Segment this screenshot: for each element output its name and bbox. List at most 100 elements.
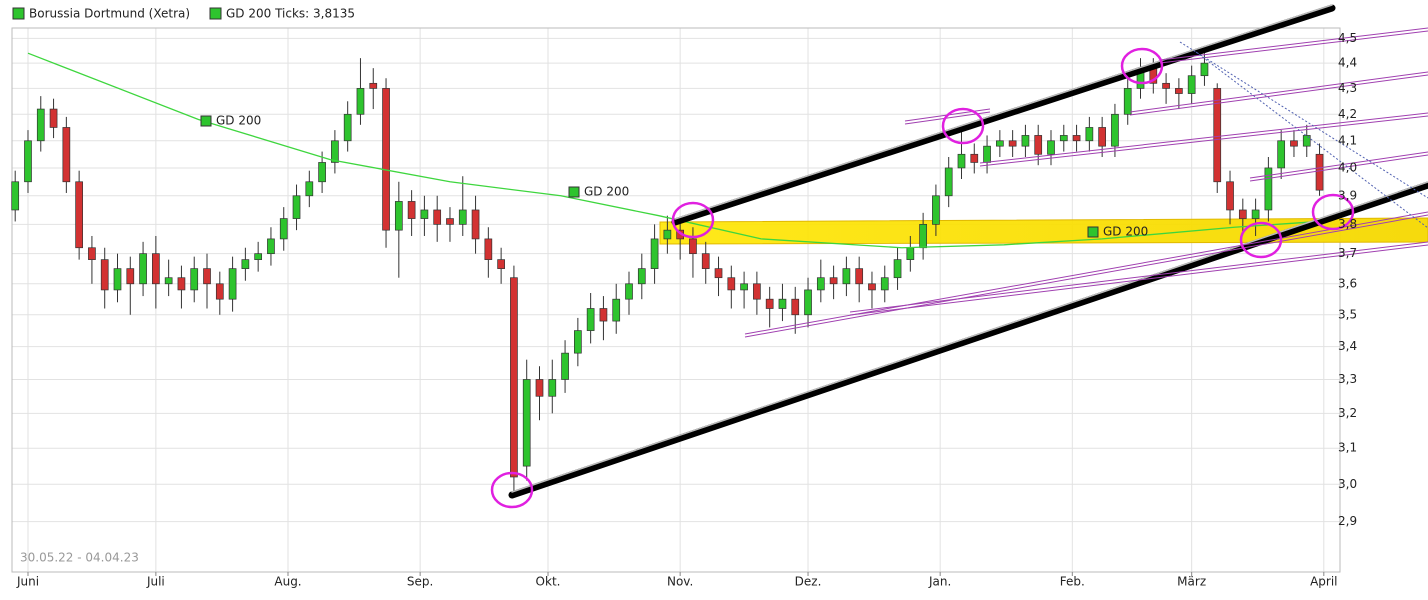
candle-body	[177, 277, 186, 291]
y-tick-label: 3,7	[1338, 246, 1357, 260]
candle-body	[957, 153, 966, 169]
candle-body	[880, 277, 889, 291]
candle-body	[919, 223, 927, 249]
candle-body	[842, 268, 851, 285]
candle-body	[318, 162, 326, 183]
candle-body	[292, 195, 301, 219]
y-tick-label: 3,4	[1338, 339, 1357, 353]
candle-body	[190, 268, 199, 291]
candle-body	[458, 209, 467, 225]
candle-body	[983, 145, 991, 163]
candle-body	[1238, 209, 1247, 219]
candle-body	[778, 298, 787, 309]
candle-body	[203, 268, 211, 285]
annotation-swatch	[200, 115, 212, 127]
channel-lines	[744, 27, 1428, 338]
candle-body	[1021, 135, 1030, 147]
candle-body	[714, 268, 723, 279]
y-tick-label: 4,2	[1338, 107, 1357, 121]
candle-body	[1187, 75, 1196, 94]
legend-label: Borussia Dortmund (Xetra)	[29, 7, 190, 21]
candle-body	[637, 268, 646, 285]
x-tick-label: März	[1177, 575, 1206, 589]
candle-body	[49, 108, 58, 128]
trend-lines	[508, 4, 1428, 499]
candle-body	[75, 181, 83, 249]
candle-body	[100, 259, 109, 291]
candle-body	[1226, 181, 1234, 211]
y-tick-label: 3,9	[1338, 188, 1357, 202]
candle-body	[279, 218, 288, 240]
candle-body	[1315, 153, 1324, 191]
candle-body	[267, 238, 275, 255]
candle-body	[586, 308, 595, 331]
candle-body	[62, 127, 71, 183]
candle-body	[1111, 113, 1119, 147]
candle-body	[356, 88, 365, 115]
x-tick-label: Sep.	[407, 575, 433, 589]
candle-body	[420, 209, 429, 219]
candle-body	[331, 140, 339, 163]
x-tick-label: Juni	[16, 575, 39, 589]
annotation: GD 200	[584, 185, 629, 199]
x-tick-label: Dez.	[795, 575, 822, 589]
candle-body	[522, 379, 531, 467]
candle-body	[816, 277, 825, 291]
x-tick-label: Feb.	[1060, 575, 1085, 589]
candle-body	[1302, 135, 1311, 147]
candle-body	[791, 298, 800, 316]
candle-body	[548, 379, 557, 397]
candle-body	[382, 88, 390, 231]
y-tick-label: 3,2	[1338, 406, 1357, 420]
candle-body	[24, 140, 32, 183]
candle-body	[484, 238, 493, 260]
candle-body	[932, 195, 940, 225]
candle-body	[1123, 88, 1132, 115]
candle-body	[535, 379, 544, 397]
candle-body	[1008, 140, 1017, 147]
candle-body	[1072, 135, 1081, 142]
candle-body	[1175, 88, 1183, 94]
candle-body	[407, 201, 416, 219]
x-tick-label: Aug.	[274, 575, 301, 589]
x-tick-label: Juli	[146, 575, 165, 589]
legend-swatch	[209, 7, 222, 20]
candle-body	[11, 181, 20, 211]
candle-body	[36, 108, 45, 142]
candle-body	[471, 209, 480, 240]
candle-body	[152, 253, 160, 285]
candle-body	[228, 268, 237, 300]
candle-body	[305, 181, 314, 197]
candle-body	[612, 298, 621, 322]
annotation-swatch	[568, 186, 580, 198]
y-tick-label: 3,5	[1338, 307, 1357, 321]
annotation: GD 200	[216, 114, 261, 128]
plot-frame	[11, 27, 1341, 573]
x-tick-label: April	[1310, 575, 1337, 589]
candle-body	[113, 268, 122, 291]
candle-body	[1047, 140, 1055, 155]
candle-body	[343, 113, 352, 142]
candle-body	[753, 283, 761, 300]
candle-body	[765, 298, 774, 309]
candle-body	[1264, 167, 1273, 211]
candle-body	[1251, 209, 1260, 219]
candle-body	[625, 283, 633, 300]
y-tick-label: 4,5	[1338, 31, 1357, 45]
candle-body	[574, 330, 582, 354]
candle-body	[650, 238, 659, 269]
candle-body	[1098, 127, 1106, 147]
y-tick-label: 3,0	[1338, 477, 1357, 491]
candle-body	[241, 259, 250, 269]
candle-body	[1277, 140, 1286, 169]
y-tick-label: 3,1	[1338, 441, 1357, 455]
candle-body	[868, 283, 876, 291]
candle-body	[663, 229, 672, 240]
date-range: 30.05.22 - 04.04.23	[20, 551, 139, 565]
candle-body	[561, 352, 569, 380]
candle-body	[1059, 135, 1068, 142]
candle-body	[701, 253, 710, 269]
candle-body	[1034, 135, 1043, 155]
legend-indicator: GD 200 Ticks: 3,8135	[226, 7, 355, 21]
